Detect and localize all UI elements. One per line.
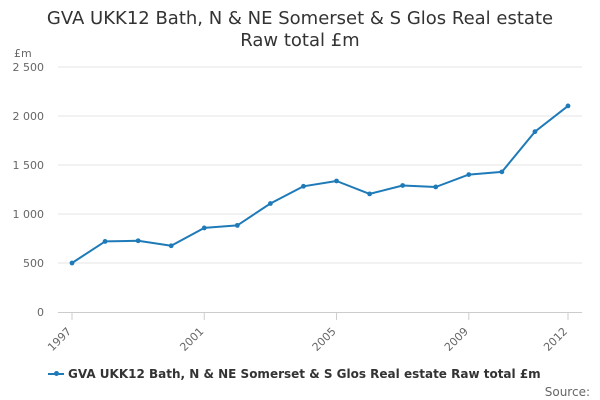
x-axis: 1997 2001 2005 2009 2012 [45,312,582,354]
data-point[interactable] [102,239,108,244]
data-point[interactable] [400,183,406,188]
data-point[interactable] [69,260,75,266]
x-tick-label: 2001 [177,325,206,354]
data-point[interactable] [466,172,472,178]
x-tick-label: 2009 [442,325,471,354]
y-tick-label: 2 500 [13,61,45,74]
x-tick-label: 2005 [310,325,339,354]
y-tick-label: 500 [23,257,44,270]
series-layer [69,103,571,266]
data-point[interactable] [433,184,439,190]
source-credit[interactable]: Source: [544,385,590,399]
x-tick-label: 2012 [541,325,570,354]
series-line [71,104,569,264]
y-tick-label: 1 000 [13,208,45,221]
data-point[interactable] [301,183,306,189]
data-point[interactable] [201,225,207,231]
chart-title-line-2: Raw total £m [240,30,360,51]
data-point[interactable] [334,178,339,184]
data-point[interactable] [565,103,571,109]
y-tick-label: 1 500 [13,159,45,172]
data-point[interactable] [268,201,273,206]
y-tick-label: 0 [37,306,44,319]
y-axis-tick-labels: 0 500 1 000 1 500 2 000 2 500 [13,61,45,319]
data-point[interactable] [367,191,372,197]
chart-title: GVA UKK12 Bath, N & NE Somerset & S Glos… [0,8,600,52]
y-tick-label: 2 000 [13,110,45,123]
data-point[interactable] [234,222,240,228]
y-axis-label: £m [14,47,32,60]
legend-line-marker-icon [48,368,64,380]
data-point[interactable] [532,129,538,135]
chart-title-line-1: GVA UKK12 Bath, N & NE Somerset & S Glos… [46,8,554,29]
x-tick-label: 1997 [45,325,74,354]
data-point[interactable] [168,243,174,249]
legend[interactable]: GVA UKK12 Bath, N & NE Somerset & S Glos… [48,366,541,382]
data-point[interactable] [135,238,141,244]
gridlines [58,66,582,264]
data-point[interactable] [499,169,505,175]
legend-label: GVA UKK12 Bath, N & NE Somerset & S Glos… [68,367,541,381]
